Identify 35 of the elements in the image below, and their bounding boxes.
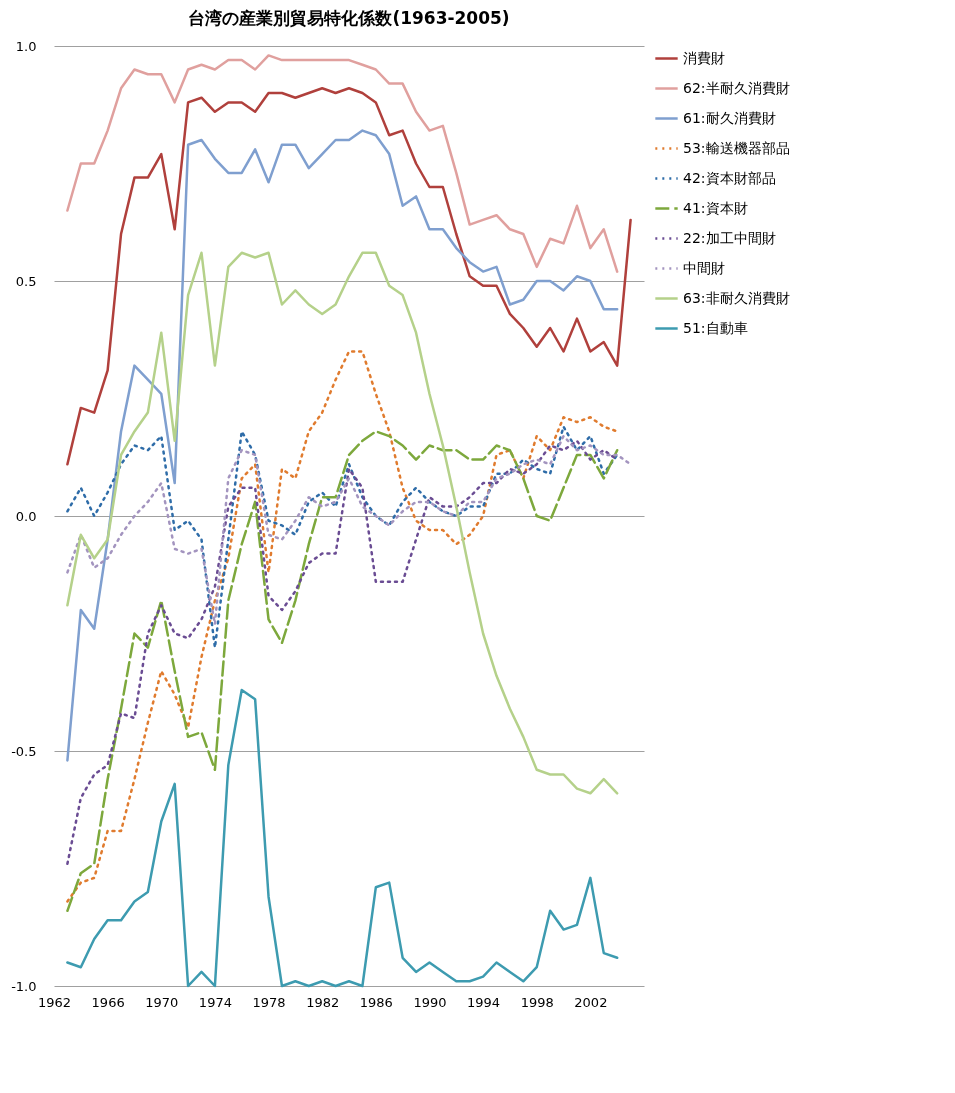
y-tick-label: -0.5: [11, 743, 37, 759]
x-tick-label: 1998: [520, 994, 554, 1010]
line-series: [66, 434, 632, 626]
x-tick-label: 1962: [37, 994, 72, 1010]
line-series: [66, 350, 619, 903]
legend-label: 中間財: [683, 259, 725, 276]
chart-title: 台湾の産業別貿易特化係数(1963-2005): [188, 8, 510, 28]
x-tick-label: 1966: [91, 994, 125, 1010]
x-tick-label: 1982: [306, 994, 340, 1010]
line-series: [66, 54, 619, 273]
legend-label: 22:加工中間財: [683, 229, 776, 246]
x-tick-label: 1978: [252, 994, 286, 1010]
y-tick-label: -1.0: [11, 978, 37, 994]
y-tick-label: 1.0: [15, 38, 37, 54]
x-tick-label: 2002: [574, 994, 608, 1010]
legend-label: 61:耐久消費財: [683, 109, 776, 126]
x-tick-label: 1974: [198, 994, 232, 1010]
line-series: [66, 425, 619, 649]
line-series: [66, 87, 632, 466]
x-tick-label: 1990: [413, 994, 447, 1010]
legend-label: 53:輸送機器部品: [683, 139, 790, 156]
legend-label: 63:非耐久消費財: [683, 289, 790, 306]
x-tick-label: 1994: [467, 994, 501, 1010]
line-series: [66, 251, 619, 795]
y-tick-label: 0.5: [15, 273, 37, 289]
x-tick-label: 1970: [145, 994, 179, 1010]
legend-label: 42:資本財部品: [683, 169, 776, 186]
line-series: [66, 129, 619, 762]
line-series: [66, 688, 619, 988]
x-tick-label: 1986: [359, 994, 393, 1010]
legend-label: 41:資本財: [683, 199, 748, 216]
y-tick-label: 0.0: [15, 508, 37, 524]
legend-label: 消費財: [683, 49, 725, 66]
legend-label: 51:自動車: [683, 319, 748, 336]
legend-label: 62:半耐久消費財: [683, 79, 790, 96]
